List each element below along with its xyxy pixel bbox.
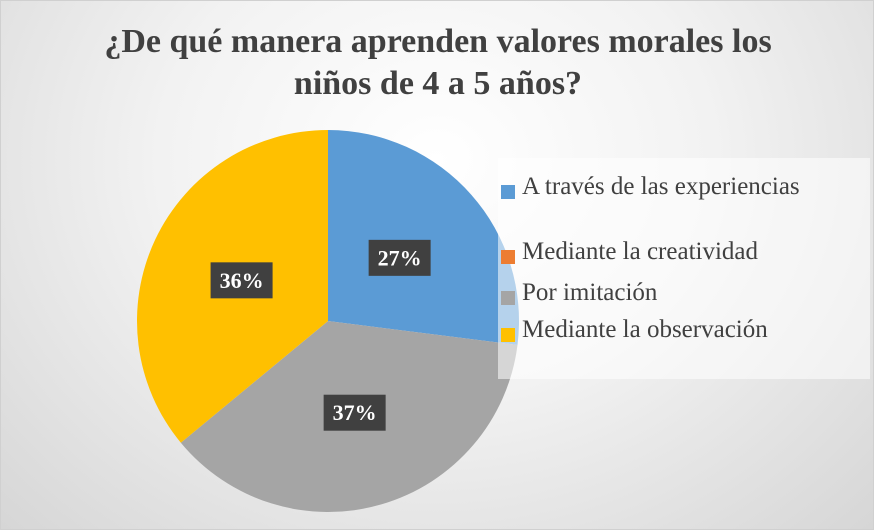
legend-item: Mediante la creatividad [498,236,847,268]
legend-label: A través de las experiencias [522,173,800,200]
data-label-box [368,239,431,276]
legend-label: Mediante la observación [522,316,768,343]
legend-swatch [501,185,515,199]
chart-title: ¿De qué manera aprenden valores morales … [104,23,772,102]
legend-label: Por imitación [522,279,658,306]
legend-label: Mediante la creatividad [522,238,758,265]
legend-swatch [501,250,515,264]
data-label-box [210,262,273,299]
pie-slice [328,130,519,345]
legend: A través de las experiencias Mediante la … [498,158,870,379]
legend-swatch [501,291,515,305]
legend-item: A través de las experiencias [498,171,847,203]
legend-item: Mediante la observación [498,314,847,346]
data-label: 27% [378,245,422,270]
data-label: 36% [220,268,264,293]
legend-item: Por imitación [498,277,847,309]
legend-swatch [501,328,515,342]
data-label: 37% [333,400,377,425]
data-label-box [323,394,386,431]
